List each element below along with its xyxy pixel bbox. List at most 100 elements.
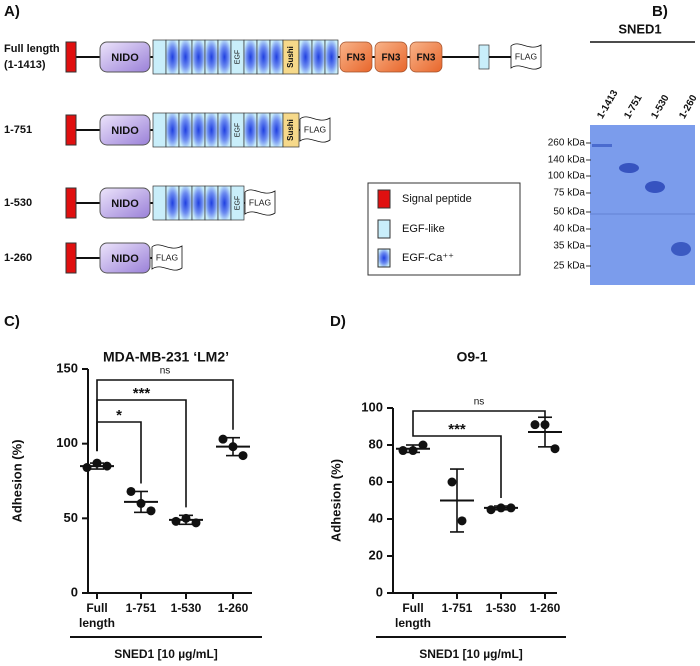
significance-bracket: [96, 421, 142, 484]
marker-label: 50 kDa: [553, 207, 585, 218]
nido-domain: [99, 242, 151, 274]
x-tick-label: Full length: [395, 601, 431, 630]
domain-label: FN3: [347, 53, 366, 64]
x-tick-label: 1-530: [485, 601, 517, 615]
data-point: [238, 451, 248, 461]
flag-tag: [244, 189, 276, 216]
construct-label: 1-260: [4, 252, 32, 264]
panel-label: B): [652, 3, 668, 20]
gel-band: [645, 181, 665, 193]
data-point: [550, 444, 560, 454]
egf-domain: [191, 39, 206, 75]
egf-domain: [152, 112, 167, 148]
egf-domain: [243, 39, 258, 75]
domain-label: NIDO: [111, 253, 139, 265]
egf-domain: [324, 39, 339, 75]
domain-label: Sushi: [286, 46, 295, 68]
significance-label: *: [116, 407, 122, 424]
domain-label: FLAG: [304, 124, 326, 134]
marker-label: 25 kDa: [553, 261, 585, 272]
significance-bracket: [96, 379, 234, 452]
y-tick-label: 80: [369, 436, 383, 451]
significance-label: ns: [160, 366, 171, 377]
egf-domain: [298, 39, 313, 75]
egf-domain: [191, 112, 206, 148]
x-tick-label: 1-530: [170, 601, 202, 615]
legend-label: Signal peptide: [402, 193, 472, 205]
domain-label: NIDO: [111, 125, 139, 137]
data-point: [447, 477, 457, 487]
data-point: [218, 434, 228, 444]
egf-domain: [152, 39, 167, 75]
data-point: [530, 420, 540, 430]
signal-peptide: [65, 114, 77, 146]
fn3-domain: [409, 41, 443, 73]
signal-peptide: [65, 41, 77, 73]
egf-domain: [165, 112, 180, 148]
construct-label: 1-530: [4, 197, 32, 209]
signal-peptide: [65, 187, 77, 219]
domain-label: FN3: [382, 53, 401, 64]
y-axis-title: Adhesion (%): [9, 439, 24, 522]
egf-domain: [152, 185, 167, 221]
panel-label: D): [330, 313, 346, 330]
data-point: [398, 446, 408, 456]
data-point: [418, 440, 428, 450]
chart-title: O9-1: [456, 349, 487, 365]
egf-domain: [217, 185, 232, 221]
nido-domain: [99, 114, 151, 146]
gel-band: [592, 144, 612, 147]
marker-label: 35 kDa: [553, 241, 585, 252]
x-tick-label: 1-260: [529, 601, 561, 615]
fn3-domain: [374, 41, 408, 73]
domain-label: EGF: [234, 196, 241, 210]
y-tick-label: 100: [56, 435, 78, 450]
chart-title: MDA-MB-231 ‘LM2’: [103, 349, 229, 365]
egf-domain: [230, 185, 245, 221]
domain-label: FLAG: [156, 252, 178, 262]
data-point: [457, 516, 467, 526]
egf-domain: [478, 44, 490, 70]
x-tick-label: 1-260: [217, 601, 249, 615]
domain-label: FLAG: [515, 51, 537, 61]
egf-domain: [256, 112, 271, 148]
egf-domain: [269, 39, 284, 75]
lane-label: 1-751: [622, 93, 645, 121]
y-axis-title: Adhesion (%): [328, 459, 343, 542]
construct-label: (1-1413): [4, 59, 46, 71]
domain-label: FN3: [417, 53, 436, 64]
y-tick-label: 0: [71, 584, 78, 599]
y-tick-label: 60: [369, 473, 383, 488]
egf-domain: [178, 185, 193, 221]
y-tick-label: 100: [361, 399, 383, 414]
flag-tag: [510, 43, 542, 70]
egf-domain: [178, 112, 193, 148]
egf-domain: [217, 112, 232, 148]
egf-domain: [178, 39, 193, 75]
data-point: [82, 463, 92, 473]
egf-domain: [165, 39, 180, 75]
egf-domain: [204, 112, 219, 148]
y-tick-label: 150: [56, 360, 78, 375]
gel-image: [590, 125, 695, 285]
marker-label: 140 kDa: [548, 155, 586, 166]
egf-domain: [217, 39, 232, 75]
panel-label: C): [4, 313, 20, 330]
domain-label: Sushi: [286, 119, 295, 141]
x-tick-label: Full length: [79, 601, 115, 630]
significance-label: ***: [448, 421, 466, 438]
panel-label: A): [4, 3, 20, 20]
domain-label: EGF: [234, 50, 241, 64]
data-point: [146, 506, 156, 516]
sushi-domain: [282, 112, 300, 148]
significance-label: ns: [474, 397, 485, 408]
y-tick-label: 50: [64, 510, 78, 525]
x-axis-title: SNED1 [10 µg/mL]: [114, 647, 218, 661]
significance-bracket: [412, 410, 546, 433]
domain-label: FLAG: [249, 197, 271, 207]
flag-tag: [299, 116, 331, 143]
y-tick-label: 0: [376, 584, 383, 599]
domain-label: NIDO: [111, 52, 139, 64]
